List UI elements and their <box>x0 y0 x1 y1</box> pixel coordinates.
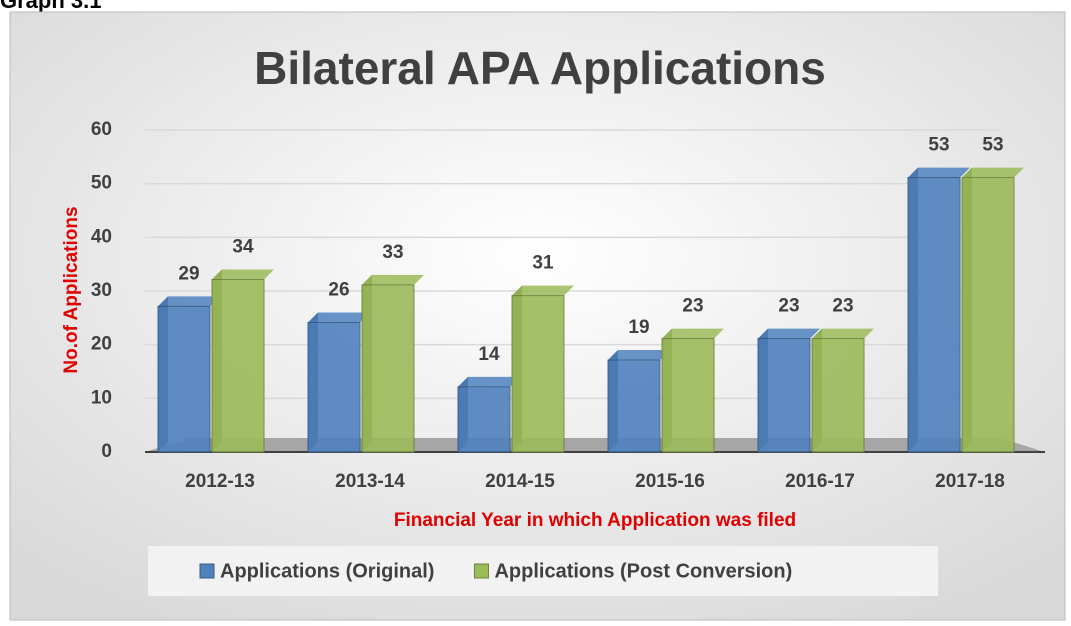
x-tick-label: 2016-17 <box>785 471 855 492</box>
x-tick-label: 2015-16 <box>635 471 705 492</box>
y-tick-label: 20 <box>91 334 112 355</box>
y-tick-label: 0 <box>101 441 112 462</box>
y-tick-label: 50 <box>91 173 112 194</box>
x-tick-label: 2014-15 <box>485 471 555 492</box>
data-label: 26 <box>328 279 349 300</box>
bar-face <box>962 167 1024 178</box>
bar-face <box>511 295 565 453</box>
bar-face <box>757 338 811 453</box>
data-label: 29 <box>178 263 199 284</box>
bar-face <box>662 328 724 339</box>
x-tick-label: 2013-14 <box>335 471 405 492</box>
data-label: 53 <box>982 135 1003 156</box>
legend-swatch <box>473 563 489 579</box>
bar <box>811 328 874 453</box>
bar-face <box>212 269 274 280</box>
data-label: 23 <box>832 296 853 317</box>
bar-face <box>458 376 520 387</box>
bar-face <box>661 338 715 453</box>
bar-face <box>362 274 424 285</box>
bar-face <box>908 167 970 178</box>
data-label: 34 <box>232 237 254 258</box>
bar-face <box>157 305 211 453</box>
data-label: 19 <box>628 317 649 338</box>
bar <box>511 285 574 453</box>
bar <box>907 167 970 453</box>
bar-face <box>758 328 820 339</box>
bar-face <box>607 359 661 453</box>
data-label: 23 <box>778 296 799 317</box>
y-axis-label: No.of Applications <box>61 206 82 373</box>
data-label: 31 <box>532 253 554 274</box>
bar-face <box>907 177 961 453</box>
bar-face <box>361 284 415 453</box>
legend-swatch <box>199 563 215 579</box>
x-axis-label: Financial Year in which Application was … <box>394 510 796 531</box>
x-tick-label: 2017-18 <box>935 471 1005 492</box>
bar-face <box>961 177 1015 453</box>
bar <box>361 274 424 453</box>
bar-face <box>158 296 220 307</box>
y-tick-label: 60 <box>91 119 112 140</box>
bar <box>211 269 274 453</box>
bar-face <box>512 285 574 296</box>
data-label: 53 <box>928 135 949 156</box>
bar <box>457 376 520 453</box>
bar-face <box>811 338 865 453</box>
bar-face <box>812 328 874 339</box>
bar <box>757 328 820 453</box>
y-tick-label: 40 <box>91 226 112 247</box>
bar-face <box>308 312 370 323</box>
x-tick-label: 2012-13 <box>185 471 255 492</box>
legend <box>148 546 938 596</box>
bar <box>157 296 220 453</box>
bar <box>307 312 370 453</box>
data-label: 14 <box>478 344 500 365</box>
bar <box>607 350 670 453</box>
legend-label: Applications (Post Conversion) <box>494 560 792 582</box>
y-tick-label: 30 <box>91 280 112 301</box>
bar-face <box>211 279 265 453</box>
bar-face <box>457 386 511 453</box>
bar-face <box>307 321 361 453</box>
chart-title: Bilateral APA Applications <box>254 42 826 94</box>
bar <box>661 328 724 453</box>
data-label: 23 <box>682 296 703 317</box>
legend-label: Applications (Original) <box>220 560 434 582</box>
y-tick-label: 10 <box>91 387 112 408</box>
data-label: 33 <box>382 242 403 263</box>
bar-face <box>608 350 670 361</box>
caption: Graph 3.1 <box>0 0 101 13</box>
bar <box>961 167 1024 453</box>
